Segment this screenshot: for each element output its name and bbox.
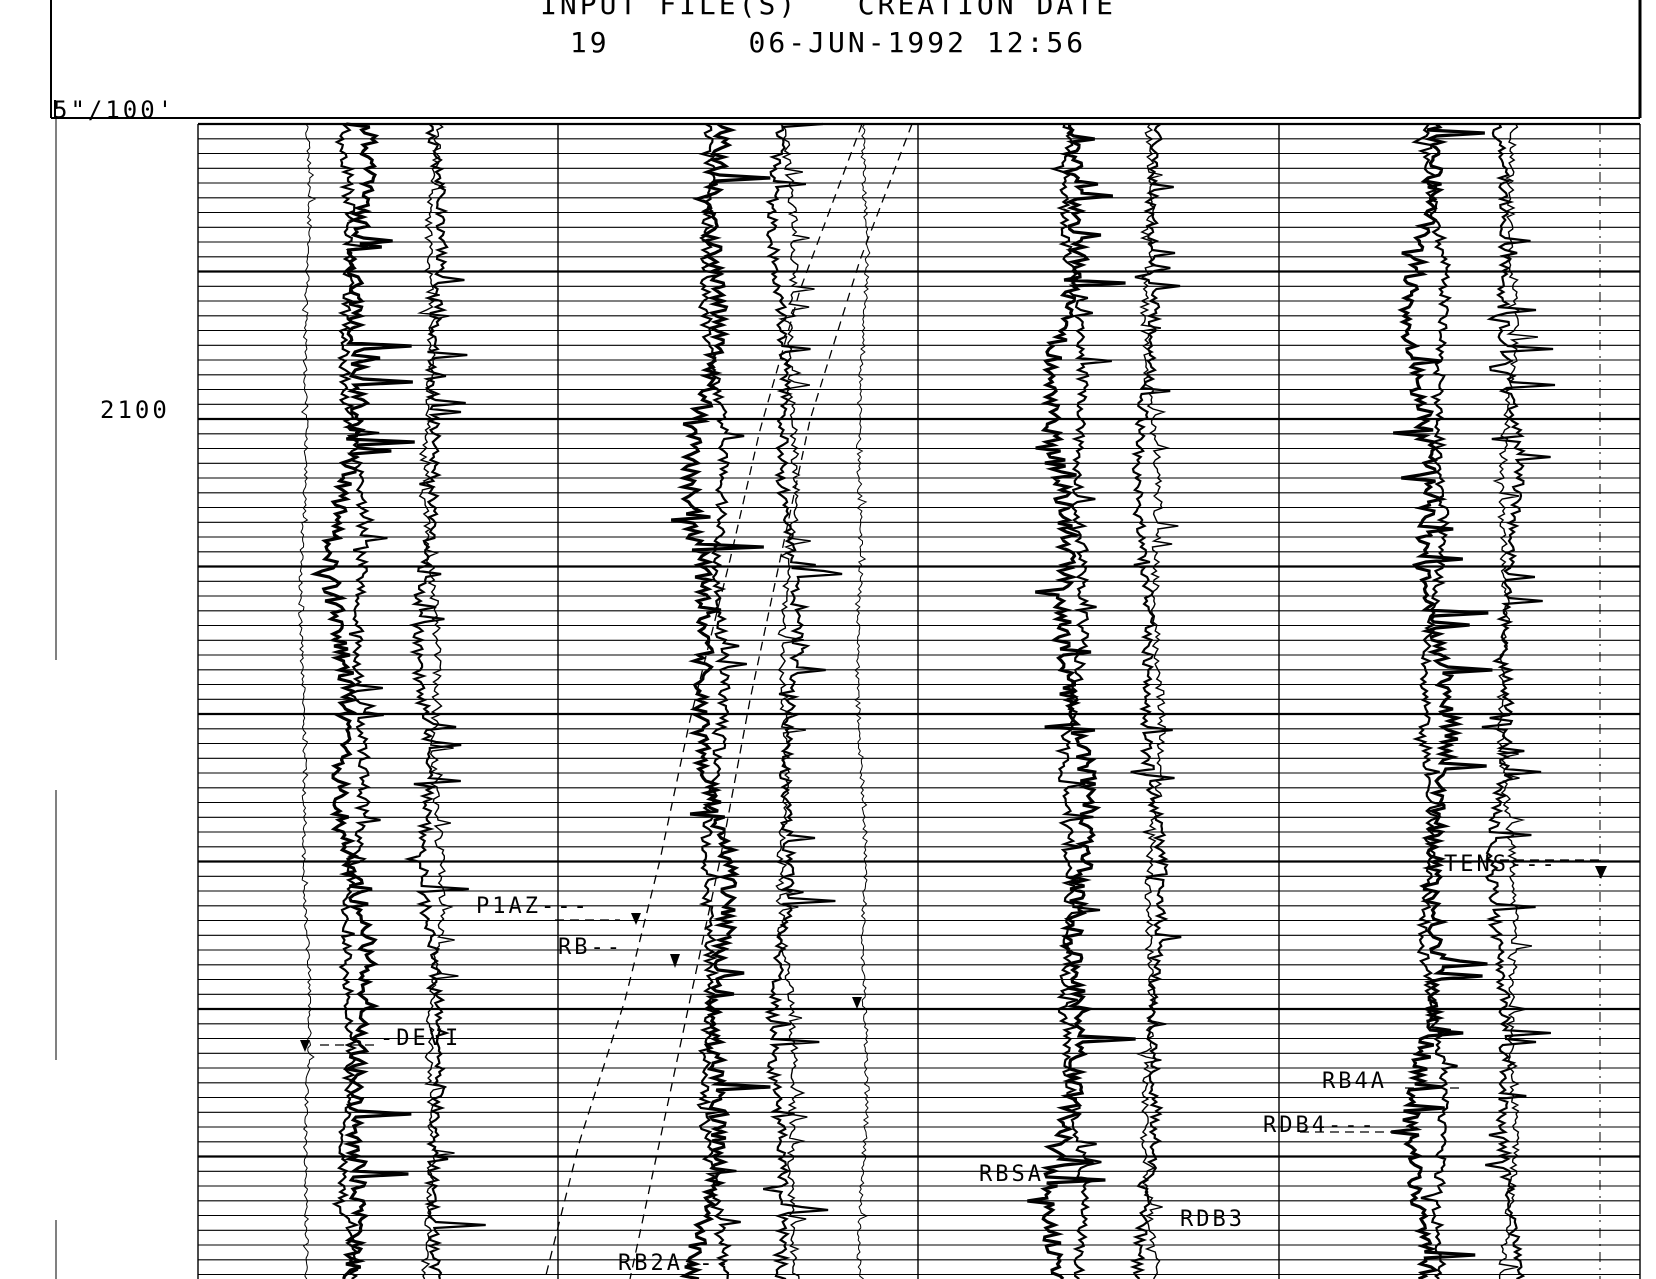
log-curve-main <box>1411 123 1458 1279</box>
header-input-files-creation-date: INPUT FILE(S) CREATION DATE <box>540 0 1116 21</box>
log-curve-main <box>1391 122 1493 1279</box>
log-curve-baseline <box>298 123 317 1279</box>
tag-rb: RB-- <box>558 935 623 960</box>
arrow-p1az <box>631 913 641 925</box>
arrow-devi <box>300 1040 310 1052</box>
tag-rb4a: RB4A <box>1322 1069 1387 1094</box>
header-file-count-and-date: 19 06-JUN-1992 12:56 <box>569 26 1087 59</box>
tag-devi: -DEVI <box>380 1026 461 1051</box>
curve-tags: P1AZ--- RB-- RBSA -DEVI RB4A RDB4--- RDB… <box>380 852 1558 1276</box>
log-curve-main <box>331 123 388 1279</box>
tag-rb2a: RB2A--- <box>618 1251 732 1276</box>
dashed-curve-p1az <box>629 123 913 1279</box>
log-curve-main <box>309 122 415 1279</box>
tag-rdb3: RDB3 <box>1180 1207 1245 1232</box>
log-curve-main <box>670 122 771 1279</box>
log-curve-secondary <box>775 123 815 1279</box>
log-curve-secondary <box>1481 123 1556 1279</box>
depth-scale-label: 5"/100' <box>53 96 176 124</box>
dashed-curves <box>320 123 1600 1279</box>
log-curve-main <box>1049 123 1112 1279</box>
depth-marker-label: 2100 <box>100 396 170 424</box>
log-curves <box>298 122 1556 1279</box>
log-curve-secondary <box>416 123 459 1279</box>
log-curve-secondary <box>1136 123 1179 1279</box>
tag-rbsa: RBSA <box>979 1162 1044 1187</box>
arrow-az <box>852 997 862 1009</box>
log-curve-secondary <box>1492 123 1538 1279</box>
arrow-rb <box>670 954 680 968</box>
log-curve-secondary <box>403 123 486 1279</box>
tag-rdb4: RDB4--- <box>1263 1113 1377 1138</box>
arrow-tens <box>1595 866 1607 879</box>
tag-p1az: P1AZ--- <box>476 894 590 919</box>
dashed-curve-rb <box>544 123 863 1279</box>
log-curve-secondary <box>1129 123 1182 1279</box>
log-curve-main <box>696 123 747 1279</box>
log-curve-secondary <box>763 122 843 1279</box>
arrowheads <box>300 866 1607 1052</box>
log-curve-baseline <box>854 123 871 1279</box>
tag-tens: TENS--- <box>1444 852 1558 877</box>
